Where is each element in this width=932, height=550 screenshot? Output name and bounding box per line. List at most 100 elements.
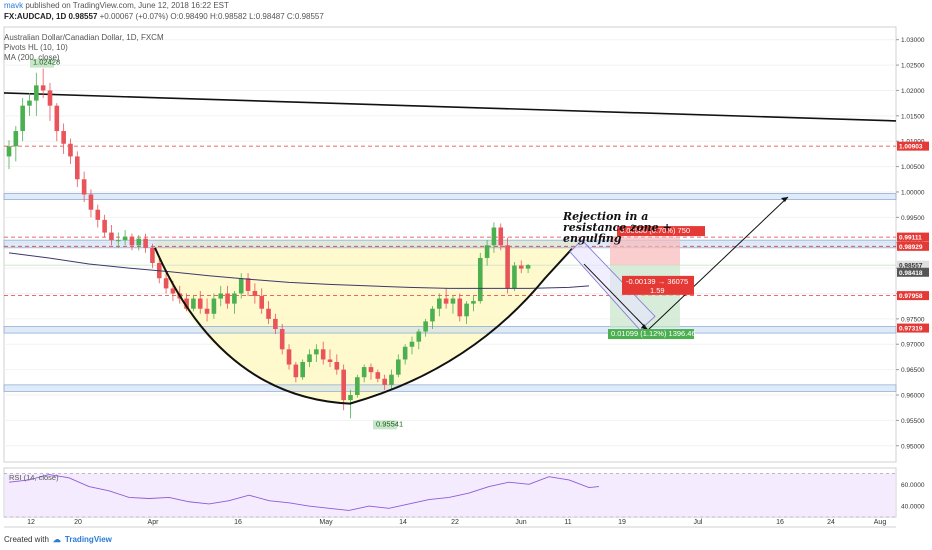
created-with-label: Created with [4,535,49,544]
candle-body [245,278,251,291]
candle-body [314,349,319,355]
published-text: published on TradingView.com, June 12, 2… [25,1,229,10]
price-tag: 0.98929 [899,244,923,251]
candle-body [61,131,66,144]
x-tick-label: May [319,519,333,526]
x-tick-label: Apr [148,519,160,526]
rsi-tick-label: 60.0000 [901,482,925,489]
candle-body [396,359,401,375]
publish-info: mavk published on TradingView.com, June … [4,1,229,10]
candle-body [375,372,381,379]
tradingview-brand[interactable]: TradingView [64,535,112,544]
annotation-line-2: resistance zone + [563,221,672,234]
cup-curve [154,247,573,405]
candle-body [279,329,285,350]
pivot-high-label: 1.02428 [33,58,60,67]
pivot-high-label-bg [30,58,54,68]
price-change: +0.00067 (+0.07%) [99,12,169,21]
price-tag: 0.99111 [899,235,922,242]
price-tag-bg [897,241,929,251]
y-tick-label: 1.02500 [901,63,925,70]
quote-line: FX:AUDCAD, 1D 0.98557 +0.00067 (+0.07%) … [4,12,324,21]
candle-body [170,288,176,294]
candle-body [430,308,435,322]
y-tick-label: 1.01500 [901,113,925,120]
rsi-line [8,474,600,511]
risk-info-label-bg [622,275,694,295]
candle-body [232,293,237,304]
author-link[interactable]: mavk [4,1,24,10]
candle-body [300,362,305,378]
y-tick-label: 0.95500 [901,418,925,425]
candle-body [436,298,442,309]
candle-body [320,349,326,360]
candle-body [95,209,101,220]
candle-body [273,318,278,330]
rsi-band [5,473,895,517]
candle-body [443,298,449,304]
resistance-zone [3,326,897,334]
candle-body [68,143,73,157]
indicator-ma[interactable]: MA (200, close) [4,53,60,62]
candle-body [505,245,510,289]
candle-body [252,290,258,297]
projection-up [647,196,789,331]
risk-info-line2: 1.59 [650,286,665,295]
symbol-label: FX:AUDCAD, 1D [4,12,67,21]
candle-body [327,359,333,363]
indicator-pivots[interactable]: Pivots HL (10, 10) [4,43,68,52]
candle-body [6,146,12,157]
candle-body [464,303,469,317]
price-tag: 0.97958 [899,293,923,300]
rsi-tick-label: 40.0000 [901,504,925,511]
candle-body [341,369,346,401]
candle-body [197,298,203,309]
candle-body [143,238,148,248]
candle-body [20,105,25,132]
price-tag-bg [897,141,929,151]
resistance-zone [3,239,897,249]
x-tick-label: 22 [451,519,459,526]
tradingview-logo-icon: ☁ [52,535,61,544]
ohlc-values: O:0.98490 H:0.98582 L:0.98487 C:0.98557 [170,12,324,21]
candle-body [40,85,46,91]
candle-body [27,100,32,106]
candle-body [471,301,476,304]
stop-zone [610,237,680,266]
candle-body [348,394,353,401]
candle-body [81,179,87,195]
candle-body [259,296,265,309]
annotation-text: Rejection in a resistance zone + engulfi… [563,211,672,244]
y-tick-label: 1.03000 [901,37,925,44]
candle-body [238,278,244,294]
risk-info-line1: -0.00139 → 36075 [626,277,688,286]
price-tag: 0.97319 [899,326,923,333]
x-tick-label: 11 [564,519,571,526]
x-tick-label: 20 [74,519,82,526]
candle-body [416,331,422,342]
price-tag-bg [897,260,929,270]
candle-body [163,278,169,289]
candle-body [361,367,367,378]
candle-body [88,194,94,210]
candle-body [525,265,531,269]
projection-down [583,263,649,331]
y-tick-label: 1.00500 [901,164,925,171]
candle-body [136,238,142,246]
y-tick-label: 1.02000 [901,88,925,95]
pivot-low-label-bg [373,420,397,430]
x-tick-label: Jul [694,519,703,526]
x-tick-label: Jun [515,519,526,526]
candle-body [409,341,415,347]
candle-body [266,308,271,319]
price-tag-bg [897,267,929,277]
candle-body [477,257,483,302]
candle-body [484,245,490,258]
annotation-line-1: Rejection in a [563,210,649,223]
candle-body [450,298,456,304]
candle-body [150,247,155,264]
candle-body [286,349,292,365]
candle-body [423,321,428,332]
candle-body [47,90,53,106]
